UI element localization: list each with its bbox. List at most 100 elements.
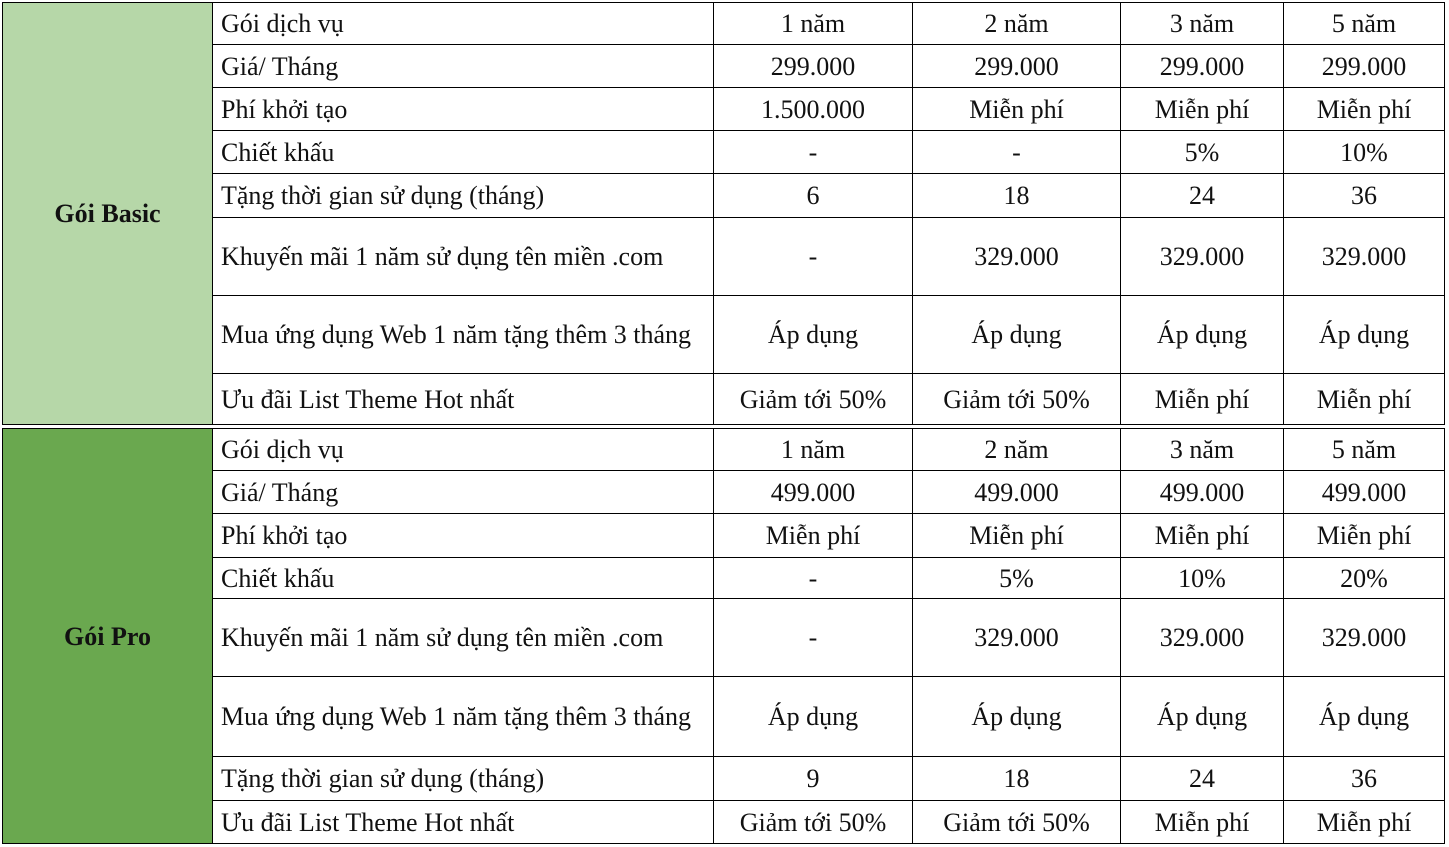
cell-value: Giảm tới 50% [912,800,1121,844]
cell-value: 6 [713,173,913,218]
row-label: Tặng thời gian sử dụng (tháng) [212,756,714,801]
cell-value: - [713,130,913,174]
cell-value: 329.000 [1120,217,1284,296]
row-label: Ưu đãi List Theme Hot nhất [212,373,714,425]
table-row: Chiết khấu -5% 10% 20% [3,557,1445,599]
row-label: Gói dịch vụ [212,428,714,471]
row-label: Giá/ Tháng [212,44,714,88]
table-row: Mua ứng dụng Web 1 năm tặng thêm 3 tháng… [3,295,1445,374]
cell-value: 299.000 [1120,44,1284,88]
cell-value: Giảm tới 50% [912,373,1121,425]
cell-value: Miễn phí [1283,87,1445,131]
row-label: Phí khởi tạo [212,513,714,558]
cell-value: 329.000 [1283,217,1445,296]
cell-value: 10% [1120,557,1284,599]
row-label: Ưu đãi List Theme Hot nhất [212,800,714,844]
cell-value: 329.000 [912,598,1121,677]
cell-value: Áp dụng [1120,295,1284,374]
cell-value: 1.500.000 [713,87,913,131]
row-label: Khuyến mãi 1 năm sử dụng tên miền .com [212,217,714,296]
table-row: Mua ứng dụng Web 1 năm tặng thêm 3 tháng… [3,676,1445,757]
table-row: Tặng thời gian sử dụng (tháng) 6 18 24 36 [3,173,1445,218]
cell-value: 20% [1283,557,1445,599]
cell-value: 329.000 [1120,598,1284,677]
cell-value: 18 [912,756,1121,801]
cell-value: Áp dụng [1283,295,1445,374]
package-name: Gói Basic [2,2,213,425]
cell-value: Áp dụng [713,295,913,374]
cell-value: 5 năm [1283,428,1445,471]
table-row: Gói Basic Gói dịch vụ 1 năm 2 năm 3 năm 5 năm [2,2,1445,425]
row-label: Khuyến mãi 1 năm sử dụng tên miền .com [212,598,714,677]
row-label: Tặng thời gian sử dụng (tháng) [212,173,714,218]
cell-value: 329.000 [1283,598,1445,677]
cell-value: 299.000 [912,44,1121,88]
cell-value: Miễn phí [1283,513,1445,558]
cell-value: Miễn phí [1120,87,1284,131]
cell-value: Áp dụng [912,295,1121,374]
cell-value: 299.000 [1283,44,1445,88]
cell-value: 1 năm [713,428,913,471]
row-label: Phí khởi tạo [212,87,714,131]
cell-value: 9 [713,756,913,801]
cell-value: Áp dụng [1283,676,1445,757]
cell-value: Miễn phí [1120,513,1284,558]
cell-value: 329.000 [912,217,1121,296]
cell-value: Giảm tới 50% [713,800,913,844]
table-row: Tặng thời gian sử dụng (tháng) 9 18 24 36 [3,756,1445,801]
cell-value: Áp dụng [1120,676,1284,757]
cell-value: Miễn phí [1120,373,1284,425]
cell-value: Miễn phí [1120,800,1284,844]
cell-value: 5 năm [1283,2,1445,45]
cell-value: 499.000 [912,470,1121,514]
cell-value: 1 năm [713,2,913,45]
package-name: Gói Pro [2,428,213,844]
row-label: Mua ứng dụng Web 1 năm tặng thêm 3 tháng [212,676,714,757]
cell-value: Miễn phí [912,87,1121,131]
basic-package-table: Gói Basic Gói dịch vụ 1 năm 2 năm 3 năm 5 năm… [2,2,1445,425]
table-row: Khuyến mãi 1 năm sử dụng tên miền .com -3… [3,598,1445,677]
cell-value: 499.000 [1120,470,1284,514]
row-label: Mua ứng dụng Web 1 năm tặng thêm 3 tháng [212,295,714,374]
cell-value: 24 [1120,173,1284,218]
cell-value: - [713,217,913,296]
table-row: Ưu đãi List Theme Hot nhất Giảm tới 50% Gi… [3,800,1445,844]
cell-value: 10% [1283,130,1445,174]
cell-value: 2 năm [912,2,1121,45]
cell-value: 2 năm [912,428,1121,471]
cell-value: - [713,557,913,599]
table-row: Giá/ Tháng 299.000 299.000 299.000 299.000 [3,44,1445,88]
cell-value: - [713,598,913,677]
cell-value: 499.000 [1283,470,1445,514]
pro-package-table: Gói Pro Gói dịch vụ 1 năm 2 năm 3 năm 5 năm Gi… [2,428,1445,844]
cell-value: 499.000 [713,470,913,514]
row-label: Chiết khấu [212,130,714,174]
cell-value: Miễn phí [713,513,913,558]
cell-value: 36 [1283,173,1445,218]
cell-value: 36 [1283,756,1445,801]
cell-value: - [912,130,1121,174]
cell-value: 5% [912,557,1121,599]
cell-value: 3 năm [1120,428,1284,471]
table-row: Chiết khấu - -5% 10% [3,130,1445,174]
table-row: Phí khởi tạo Miễn phí Miễn phí Miễn phí Miễn… [3,513,1445,558]
cell-value: 3 năm [1120,2,1284,45]
cell-value: Áp dụng [713,676,913,757]
cell-value: Miễn phí [1283,373,1445,425]
table-row: Giá/ Tháng 499.000 499.000 499.000 499.000 [3,470,1445,514]
table-row: Ưu đãi List Theme Hot nhất Giảm tới 50% Gi… [3,373,1445,425]
cell-value: Áp dụng [912,676,1121,757]
row-label: Gói dịch vụ [212,2,714,45]
cell-value: Miễn phí [912,513,1121,558]
cell-value: 24 [1120,756,1284,801]
cell-value: 299.000 [713,44,913,88]
table-row: Phí khởi tạo 1.500.000 Miễn phí Miễn phí Miễ… [3,87,1445,131]
row-label: Chiết khấu [212,557,714,599]
cell-value: 5% [1120,130,1284,174]
table-row: Khuyến mãi 1 năm sử dụng tên miền .com -3… [3,217,1445,296]
cell-value: Miễn phí [1283,800,1445,844]
table-row: Gói Pro Gói dịch vụ 1 năm 2 năm 3 năm 5 năm [2,428,1445,844]
cell-value: Giảm tới 50% [713,373,913,425]
row-label: Giá/ Tháng [212,470,714,514]
cell-value: 18 [912,173,1121,218]
